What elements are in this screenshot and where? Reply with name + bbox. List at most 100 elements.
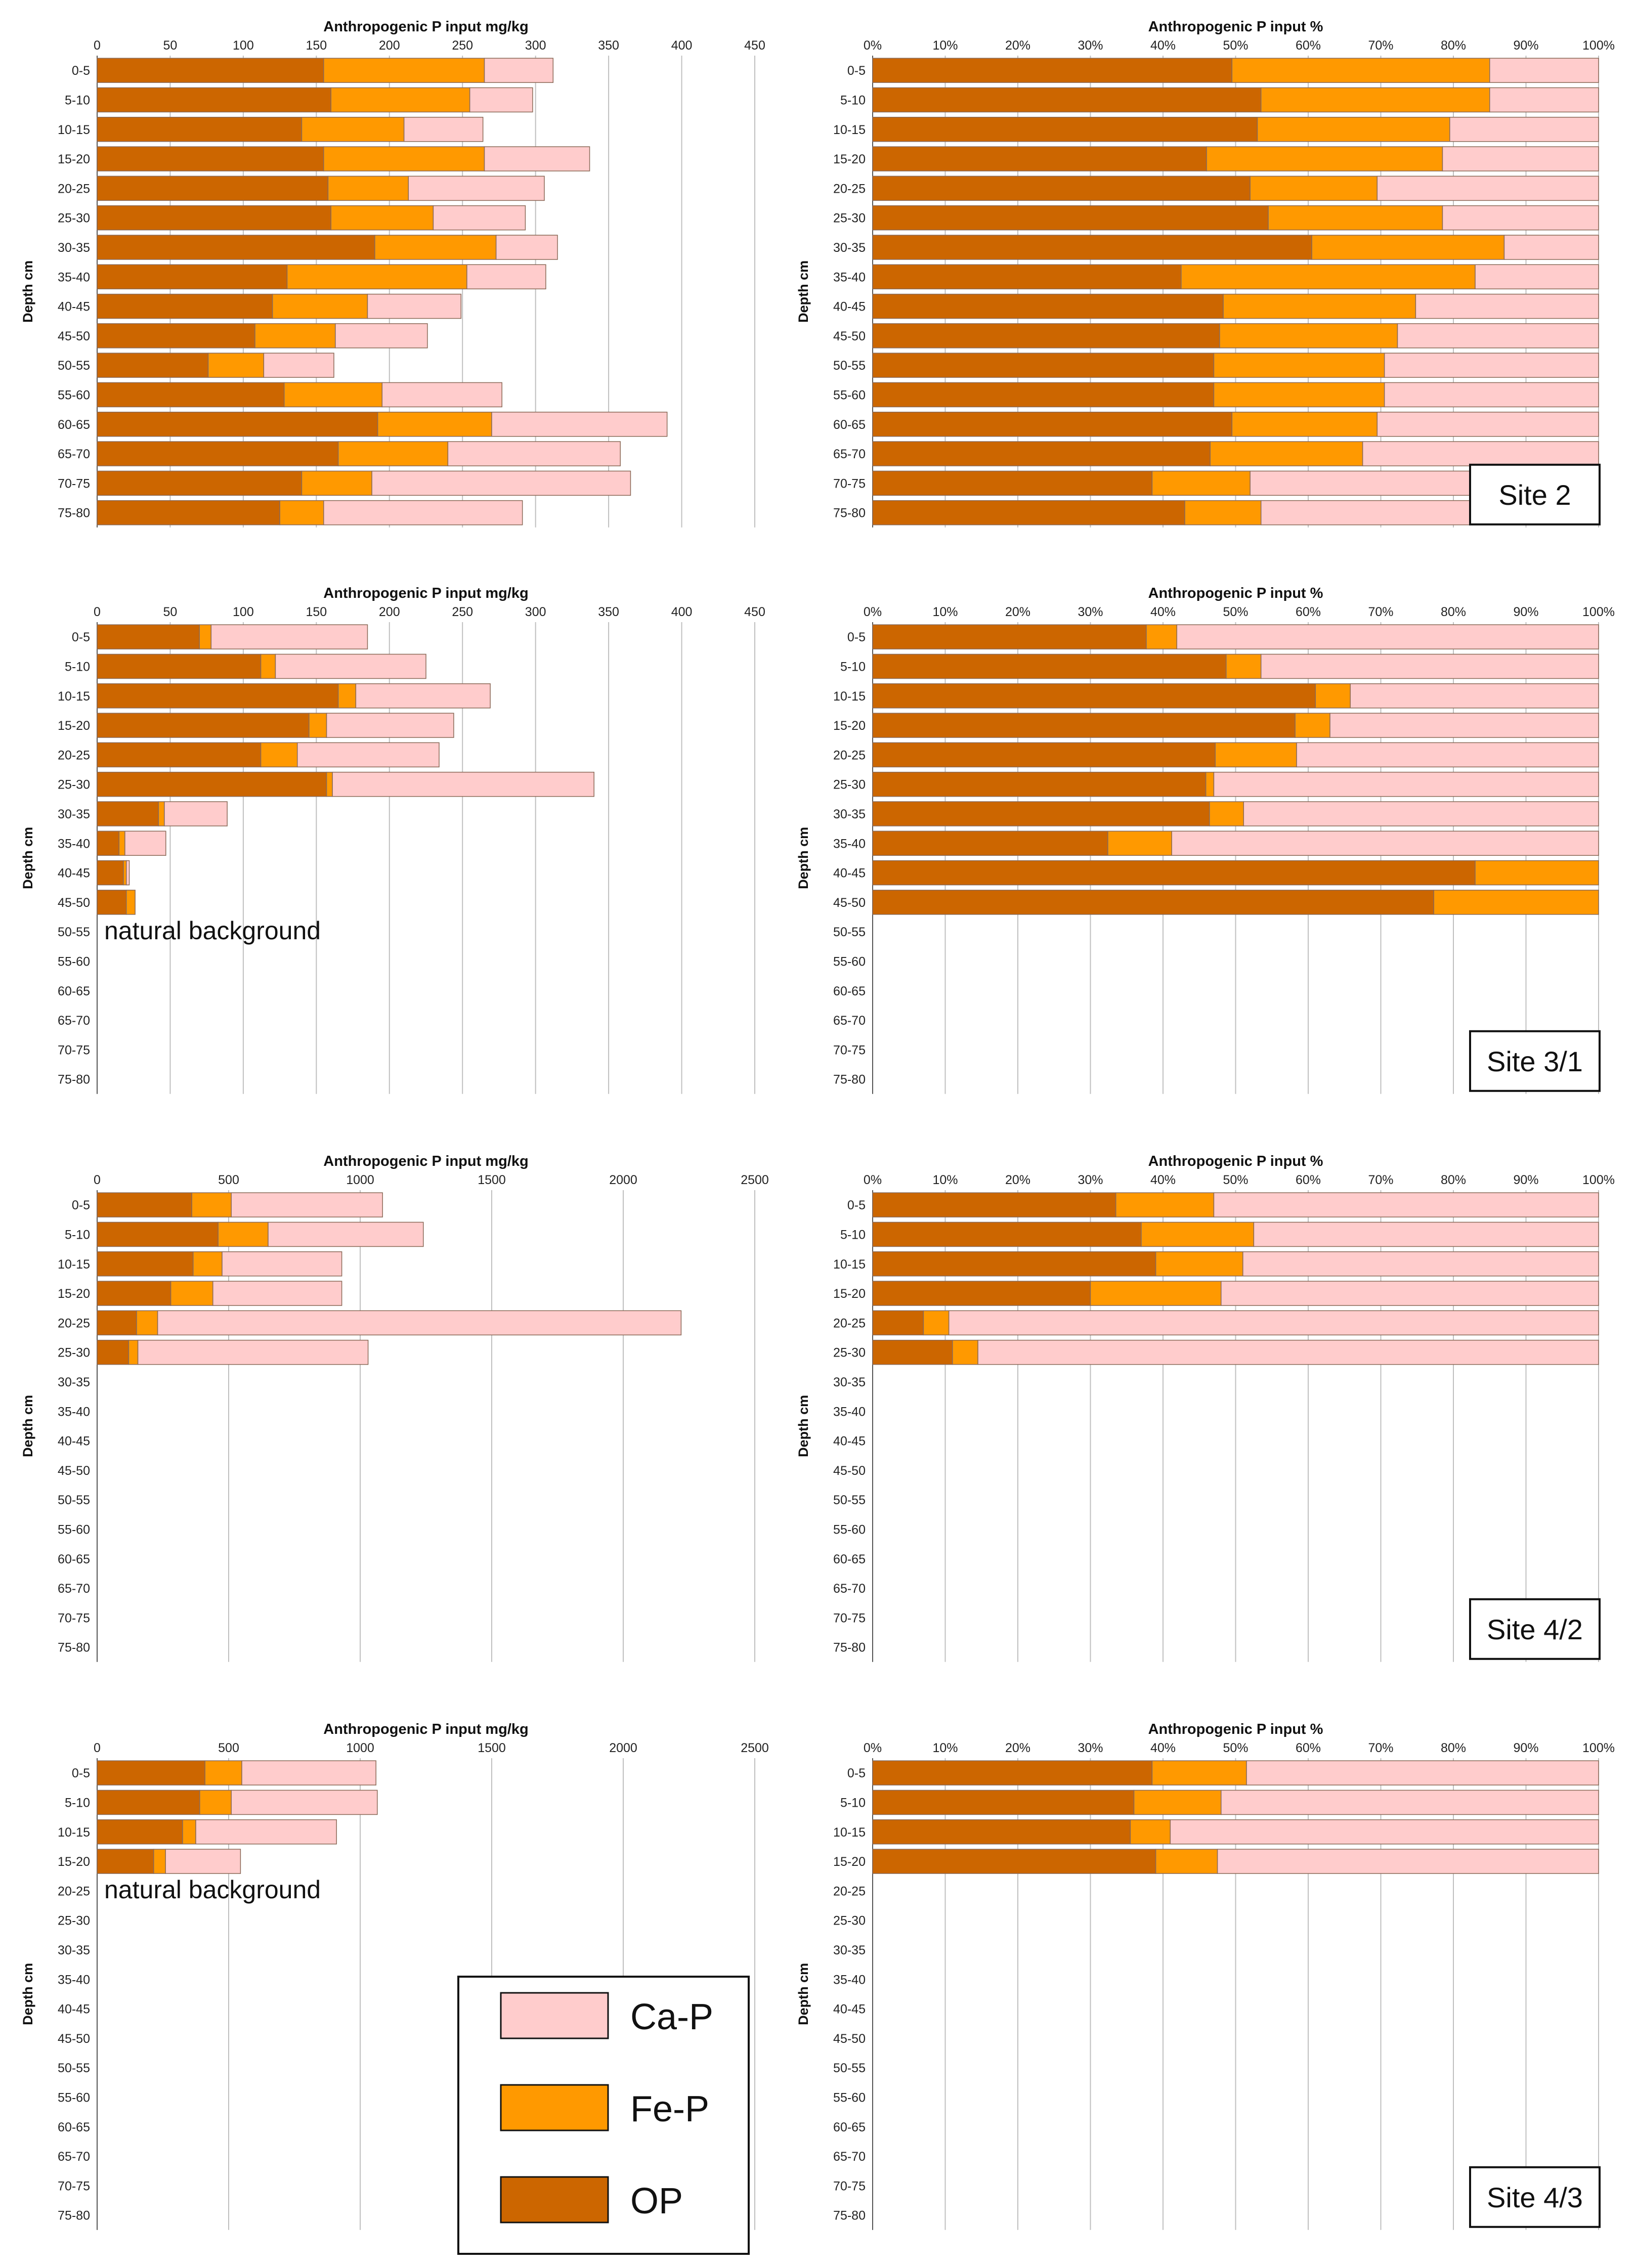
bar-segment-fep xyxy=(286,264,467,289)
x-tick-label: 100 xyxy=(233,38,254,53)
x-tick-label: 350 xyxy=(598,38,619,53)
chart-title: Anthropogenic P input % xyxy=(1148,1721,1323,1737)
y-tick-label: 5-10 xyxy=(840,93,866,107)
y-tick-label: 70-75 xyxy=(58,1611,90,1625)
bar-segment-op xyxy=(872,653,1227,679)
y-tick-label: 45-50 xyxy=(833,2032,866,2046)
chart-panel-site31-mgkg: Anthropogenic P input mg/kg 0 50 100 150 200 2… xyxy=(20,585,765,1094)
x-tick-label: 70% xyxy=(1368,605,1393,619)
bar-segment-op xyxy=(97,58,324,83)
y-tick-label: 65-70 xyxy=(833,447,866,461)
y-tick-label: 20-25 xyxy=(58,1884,90,1898)
bar-segment-cap xyxy=(1246,1760,1599,1785)
x-tick-label: 50% xyxy=(1223,1741,1248,1755)
bar-segment-op xyxy=(872,801,1210,826)
bar-segment-cap xyxy=(948,1310,1599,1336)
x-tick-label: 10% xyxy=(932,1741,958,1755)
bar-segment-fep xyxy=(1155,1849,1218,1874)
y-tick-label: 75-80 xyxy=(833,2209,866,2223)
bar-segment-op xyxy=(97,1192,192,1217)
bar-segment-op xyxy=(97,890,127,915)
x-tick-label: 2000 xyxy=(609,1741,637,1755)
y-tick-label: 45-50 xyxy=(58,329,90,343)
x-tick-label: 0% xyxy=(864,605,882,619)
bar-segment-cap xyxy=(297,742,440,768)
bar-segment-fep xyxy=(1146,624,1178,649)
x-tick-label: 50% xyxy=(1223,1173,1248,1187)
y-tick-label: 70-75 xyxy=(833,476,866,491)
x-tick-label: 80% xyxy=(1441,1173,1466,1187)
bar-segment-fep xyxy=(199,624,212,649)
y-tick-label: 55-60 xyxy=(58,954,90,969)
y-tick-label: 0-5 xyxy=(72,64,90,78)
bar-segment-fep xyxy=(1213,382,1385,408)
bar-segment-fep xyxy=(170,1281,213,1306)
chart-panel-site31-pct: Anthropogenic P input % 0% 10% 20% 30% 40% 50%… xyxy=(796,585,1615,1094)
y-tick-label: 0-5 xyxy=(72,630,90,644)
bar-segment-cap xyxy=(1243,801,1599,826)
x-tick-label: 60% xyxy=(1296,1173,1321,1187)
bar-segment-fep xyxy=(1151,1760,1247,1785)
x-tick-label: 70% xyxy=(1368,1741,1393,1755)
x-tick-label: 90% xyxy=(1513,605,1538,619)
y-tick-label: 15-20 xyxy=(58,719,90,733)
bar-segment-op xyxy=(872,683,1316,709)
bar-segment-op xyxy=(97,87,331,113)
x-tick-label: 200 xyxy=(379,605,400,619)
bar-segment-fep xyxy=(128,1339,139,1365)
y-tick-label: 30-35 xyxy=(58,241,90,255)
bar-segment-op xyxy=(97,353,209,378)
y-tick-label: 70-75 xyxy=(58,1043,90,1057)
bar-segment-cap xyxy=(326,713,454,738)
y-tick-label: 65-70 xyxy=(58,2150,90,2164)
bar-segment-fep xyxy=(191,1192,232,1217)
y-tick-label: 25-30 xyxy=(58,778,90,792)
bar-segment-cap xyxy=(367,293,462,319)
bar-segment-cap xyxy=(323,500,523,526)
bar-segment-cap xyxy=(1170,1819,1599,1845)
bar-segment-fep xyxy=(1184,500,1262,526)
y-tick-label: 20-25 xyxy=(58,748,90,762)
chart-title: Anthropogenic P input mg/kg xyxy=(323,19,528,35)
bar-segment-op xyxy=(97,653,262,679)
bar-segment-op xyxy=(872,441,1211,466)
y-tick-label: 25-30 xyxy=(58,211,90,226)
x-tick-label: 30% xyxy=(1078,605,1103,619)
y-tick-label: 5-10 xyxy=(840,1796,866,1810)
bar-segment-fep xyxy=(158,801,165,826)
bar-segment-fep xyxy=(1226,653,1262,679)
bar-segment-cap xyxy=(1489,58,1599,83)
y-axis-label: Depth cm xyxy=(20,1395,35,1457)
y-tick-label: 10-15 xyxy=(833,689,866,704)
y-tick-label: 15-20 xyxy=(833,1287,866,1301)
bar-segment-fep xyxy=(1250,176,1378,201)
y-tick-label: 35-40 xyxy=(833,1405,866,1419)
x-tick-label: 70% xyxy=(1368,38,1393,53)
y-tick-label: 20-25 xyxy=(58,1316,90,1330)
bar-segment-op xyxy=(97,293,273,319)
y-tick-label: 0-5 xyxy=(847,1198,866,1212)
y-tick-label: 65-70 xyxy=(833,2150,866,2164)
y-tick-label: 55-60 xyxy=(58,2090,90,2105)
y-tick-label: 55-60 xyxy=(833,954,866,969)
bar-segment-cap xyxy=(1253,1222,1599,1247)
y-tick-label: 5-10 xyxy=(840,660,866,674)
bar-segment-fep xyxy=(1130,1819,1171,1845)
bar-segment-op xyxy=(872,205,1269,231)
x-tick-label: 30% xyxy=(1078,38,1103,53)
y-tick-label: 65-70 xyxy=(58,1014,90,1028)
y-axis-label: Depth cm xyxy=(796,1395,811,1457)
bar-segment-op xyxy=(97,624,200,649)
bar-segment-fep xyxy=(1090,1281,1222,1306)
bar-segment-op xyxy=(97,412,378,437)
y-tick-label: 0-5 xyxy=(847,1766,866,1780)
y-tick-label: 55-60 xyxy=(58,388,90,402)
y-tick-label: 15-20 xyxy=(58,1855,90,1869)
bar-segment-op xyxy=(97,1790,200,1815)
bar-segment-fep xyxy=(260,653,276,679)
y-tick-label: 20-25 xyxy=(833,1884,866,1898)
y-tick-label: 25-30 xyxy=(833,778,866,792)
y-tick-label: 50-55 xyxy=(833,925,866,939)
bar-segment-fep xyxy=(1107,831,1172,856)
y-tick-label: 40-45 xyxy=(58,866,90,881)
